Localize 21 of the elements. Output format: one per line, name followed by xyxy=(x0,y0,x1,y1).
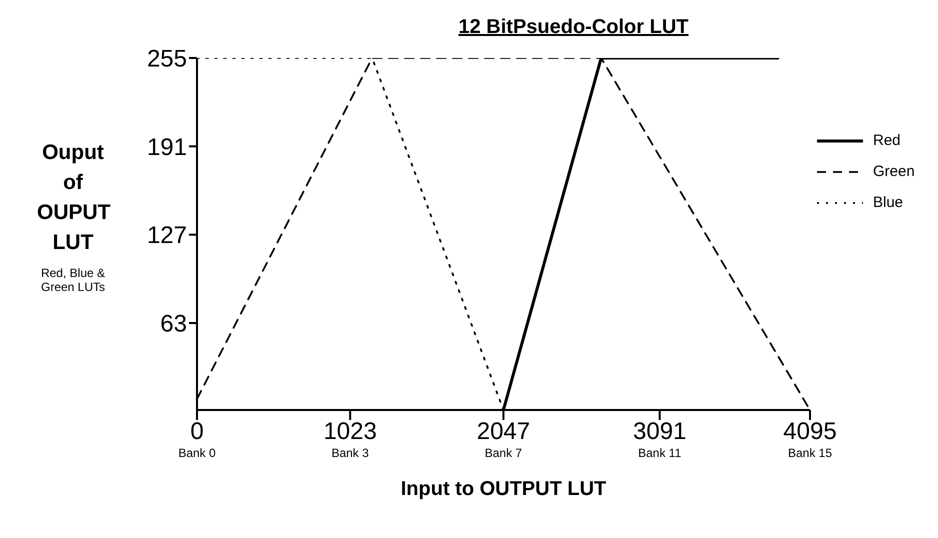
y-tick-label: 255 xyxy=(146,46,187,73)
legend-label: Red xyxy=(873,132,901,149)
y-tick-label: 63 xyxy=(160,310,187,338)
text: Bank 0 xyxy=(177,446,217,460)
x-tick-label: 4095 xyxy=(783,418,837,446)
y-tick-label: 191 xyxy=(146,134,187,161)
text: Bank 7 xyxy=(484,446,524,460)
x-tick-label: 2047 xyxy=(476,418,530,446)
legend-label: Blue xyxy=(873,194,904,211)
y-tick-label: 127 xyxy=(146,222,187,250)
text: Bank 3 xyxy=(330,446,370,460)
y-axis-title: Ouput of OUPUT LUT xyxy=(37,140,110,256)
legend-label: Green xyxy=(873,163,915,180)
text: Bank 15 xyxy=(786,446,834,460)
x-tick-label: 3091 xyxy=(633,418,686,446)
x-tick-label: 0 xyxy=(190,418,204,446)
chart-title: 12 BitPsuedo-Color LUT xyxy=(457,16,690,39)
x-tick-label: 1023 xyxy=(323,418,377,446)
text: Bank 11 xyxy=(637,446,682,460)
x-axis-title: Input to OUTPUT LUT xyxy=(400,478,608,501)
text: Red, Blue & Green LUTs xyxy=(40,266,106,294)
